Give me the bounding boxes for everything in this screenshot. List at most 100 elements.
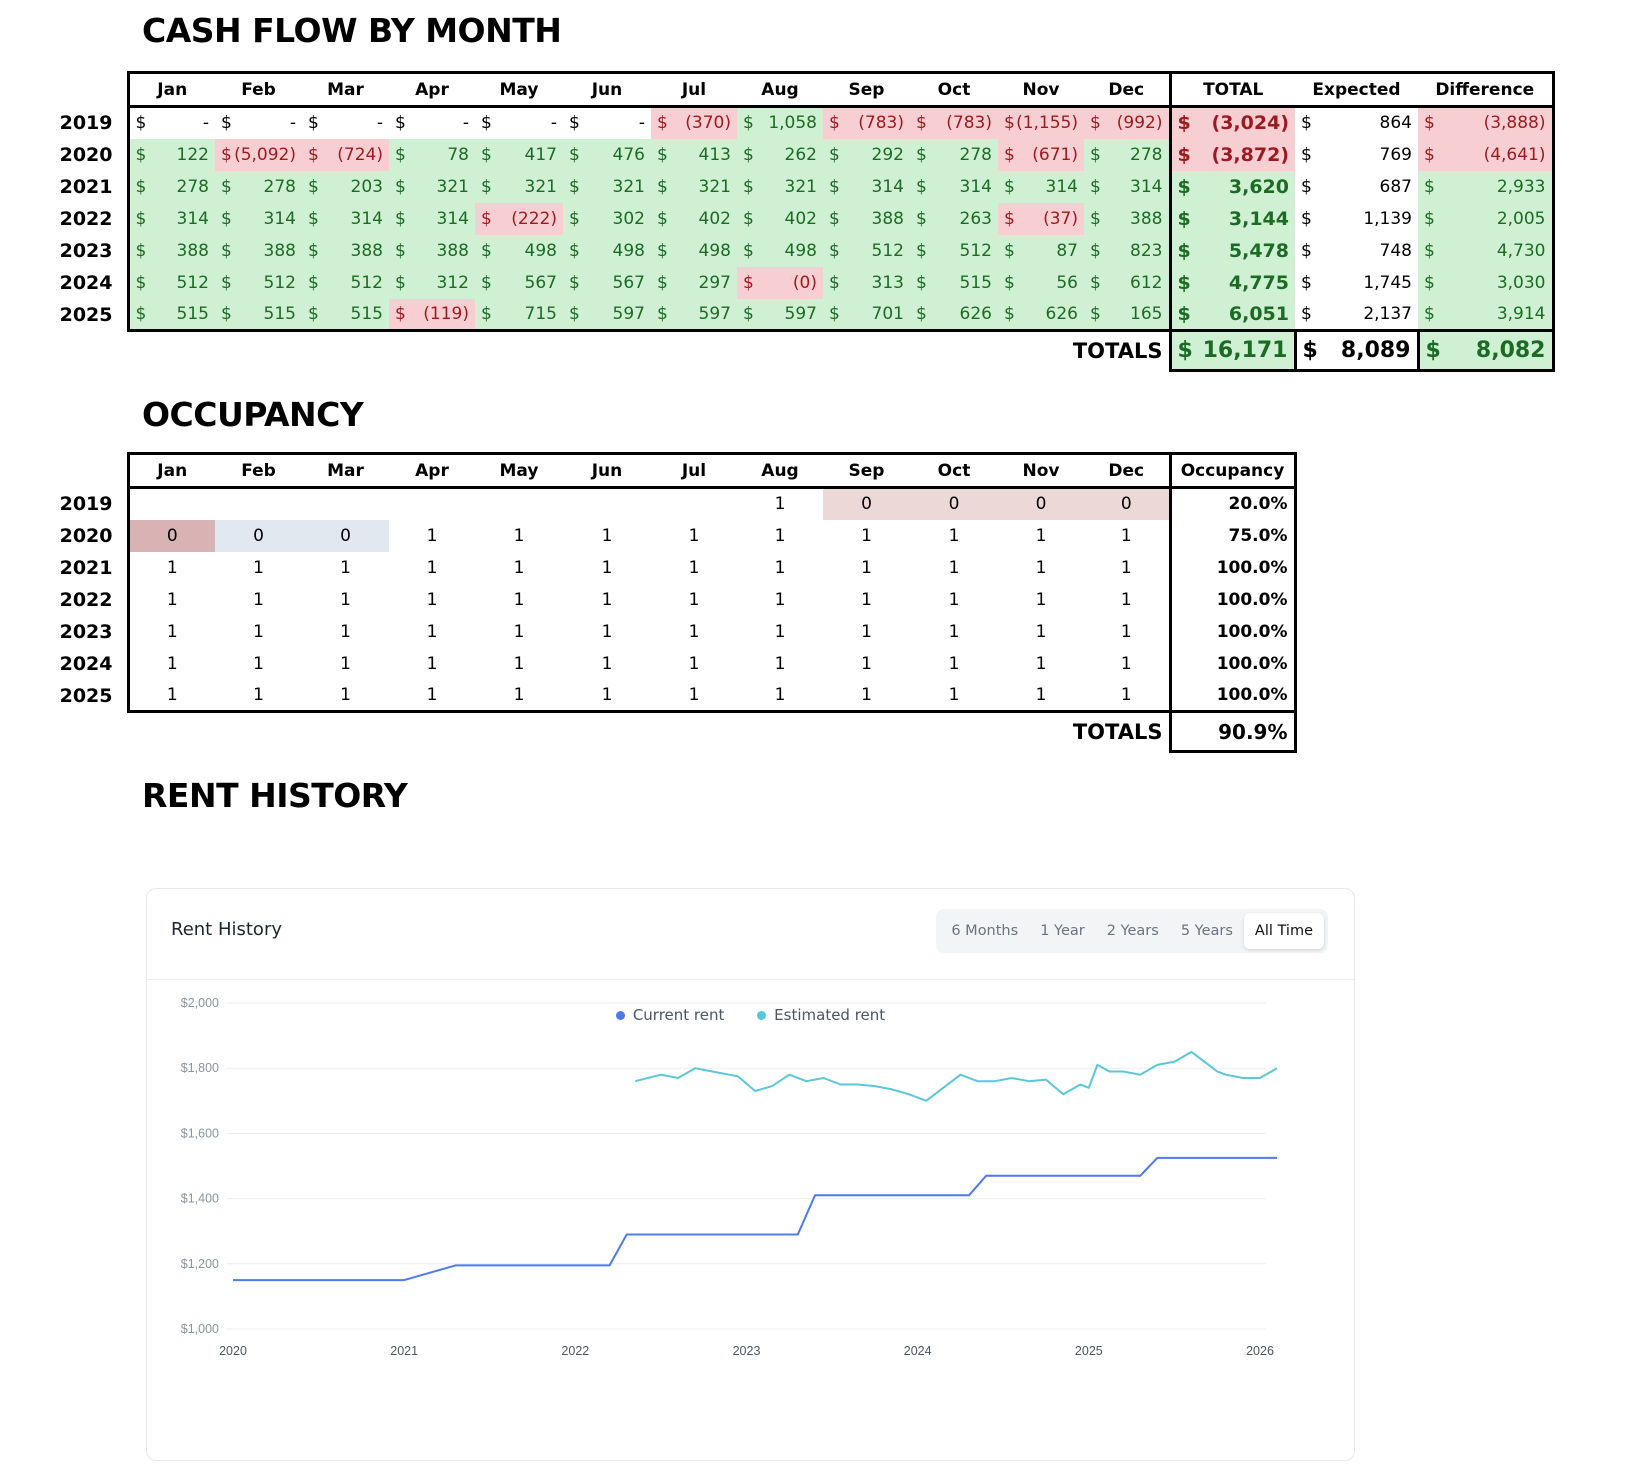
currency-sign: $ — [1424, 303, 1435, 324]
currency-sign: $ — [308, 176, 319, 197]
range-all-time[interactable]: All Time — [1243, 913, 1324, 949]
occ-header-feb: Feb — [215, 452, 302, 489]
cf-total-value: (3,872) — [1211, 143, 1289, 166]
occ-header-mar: Mar — [302, 452, 389, 489]
occ-header-apr: Apr — [389, 452, 475, 489]
cf-cell: $314 — [302, 202, 389, 235]
cf-header-oct: Oct — [910, 71, 998, 108]
cf-value: 165 — [1130, 303, 1163, 324]
cf-value: 312 — [436, 272, 469, 293]
currency-sign: $ — [1177, 338, 1193, 363]
occ-cell: 1 — [126, 551, 215, 584]
cf-cell: $ - — [389, 106, 475, 139]
currency-sign: $ — [481, 272, 492, 293]
currency-sign: $ — [916, 303, 927, 324]
currency-sign: $ — [1301, 176, 1312, 197]
range-1-year[interactable]: 1 Year — [1040, 923, 1085, 939]
legend-current[interactable]: Current rent — [615, 1006, 724, 1024]
currency-sign: $ — [135, 144, 147, 165]
cf-header-difference: Difference — [1418, 71, 1555, 108]
currency-sign: $ — [829, 176, 840, 197]
occ-cell: 1 — [910, 679, 998, 713]
occ-cell: 0 — [910, 487, 998, 520]
currency-sign: $ — [916, 144, 927, 165]
occ-cell: 1 — [1084, 679, 1170, 713]
occ-header-dec: Dec — [1084, 452, 1170, 489]
currency-sign: $ — [1424, 240, 1435, 261]
currency-sign: $ — [829, 208, 840, 229]
currency-sign: $ — [135, 303, 147, 324]
cf-expected-value: 2,137 — [1363, 303, 1412, 324]
currency-sign: $ — [1004, 176, 1015, 197]
occ-cell: 1 — [651, 679, 737, 713]
cf-total-value: 4,775 — [1228, 271, 1289, 294]
occ-year: 2022 — [59, 588, 113, 611]
cf-difference: $2,933 — [1418, 170, 1555, 203]
cf-row: 2023 $388 $388 $388 $388 $498 $498 $498 $498 $512… — [46, 234, 1555, 267]
cf-cell: $278 — [215, 170, 302, 203]
cf-difference-value: 2,933 — [1496, 176, 1546, 197]
cf-value: 388 — [436, 240, 469, 261]
occ-cell: 1 — [475, 679, 563, 713]
occ-cell — [563, 488, 651, 520]
legend-estimated[interactable]: Estimated rent — [757, 1006, 885, 1024]
cf-cell: $626 — [910, 298, 998, 332]
occ-cell: 1 — [253, 653, 264, 674]
cf-cell: $ - — [475, 106, 563, 139]
cf-cell: $321 — [563, 170, 651, 203]
occ-cell: 1 — [948, 589, 960, 610]
cf-value: 321 — [784, 176, 817, 197]
range-6-months[interactable]: 6 Months — [951, 923, 1019, 939]
currency-sign: $ — [916, 208, 927, 229]
currency-sign: $ — [1004, 272, 1015, 293]
cf-year: 2020 — [59, 143, 113, 166]
occ-cell: 0 — [1084, 487, 1170, 520]
occ-cell: 1 — [253, 557, 264, 578]
cf-header-sep: Sep — [823, 71, 910, 108]
cf-value: (222) — [511, 208, 557, 229]
occ-cell: 1 — [426, 557, 438, 578]
cf-total: $ (3,024) — [1168, 106, 1295, 139]
cf-value: 314 — [176, 208, 209, 229]
cf-header-jun: Jun — [563, 71, 651, 108]
cf-cell: $498 — [475, 234, 563, 267]
cf-value: 1,058 — [768, 113, 817, 134]
currency-sign: $ — [657, 208, 668, 229]
currency-sign: $ — [1424, 272, 1435, 293]
currency-sign: $ — [916, 240, 927, 261]
cf-difference-value: 4,730 — [1496, 240, 1546, 261]
cf-value: 498 — [784, 240, 817, 261]
cf-cell: $262 — [737, 138, 823, 171]
occ-cell: 1 — [340, 557, 351, 578]
occ-cell: 1 — [126, 583, 215, 616]
currency-sign: $ — [657, 272, 668, 293]
cf-value: 567 — [612, 272, 645, 293]
cf-value: 262 — [784, 144, 817, 165]
cf-value: (119) — [423, 303, 469, 324]
currency-sign: $ — [308, 240, 319, 261]
cf-totals-label: TOTALS — [1072, 339, 1163, 364]
cf-value: 321 — [612, 176, 645, 197]
cf-value: 314 — [1130, 176, 1163, 197]
currency-sign: $ — [1090, 240, 1101, 261]
cf-cell: $626 — [998, 298, 1084, 332]
range-2-years[interactable]: 2 Years — [1106, 923, 1159, 939]
occ-header-nov: Nov — [998, 452, 1084, 489]
occ-cell: 1 — [601, 557, 613, 578]
occ-year: 2025 — [59, 684, 113, 707]
currency-sign: $ — [308, 272, 319, 293]
currency-sign: $ — [657, 176, 668, 197]
cf-difference: $2,005 — [1418, 202, 1555, 235]
occ-cell: 1 — [737, 679, 823, 713]
cf-cell: $314 — [389, 202, 475, 235]
cf-cell: $ (119) — [389, 298, 475, 332]
cf-value: 314 — [871, 176, 904, 197]
currency-sign: $ — [1004, 208, 1015, 229]
cf-header-dec: Dec — [1084, 71, 1170, 108]
currency-sign: $ — [1177, 271, 1191, 294]
currency-sign: $ — [1177, 143, 1191, 166]
range-5-years[interactable]: 5 Years — [1180, 923, 1233, 939]
occ-row: 2024 1 1 1 1 1 1 1 1 1 1 1 1 100.0% — [46, 647, 1297, 680]
currency-sign: $ — [1177, 112, 1191, 135]
cf-value: 313 — [871, 272, 904, 293]
